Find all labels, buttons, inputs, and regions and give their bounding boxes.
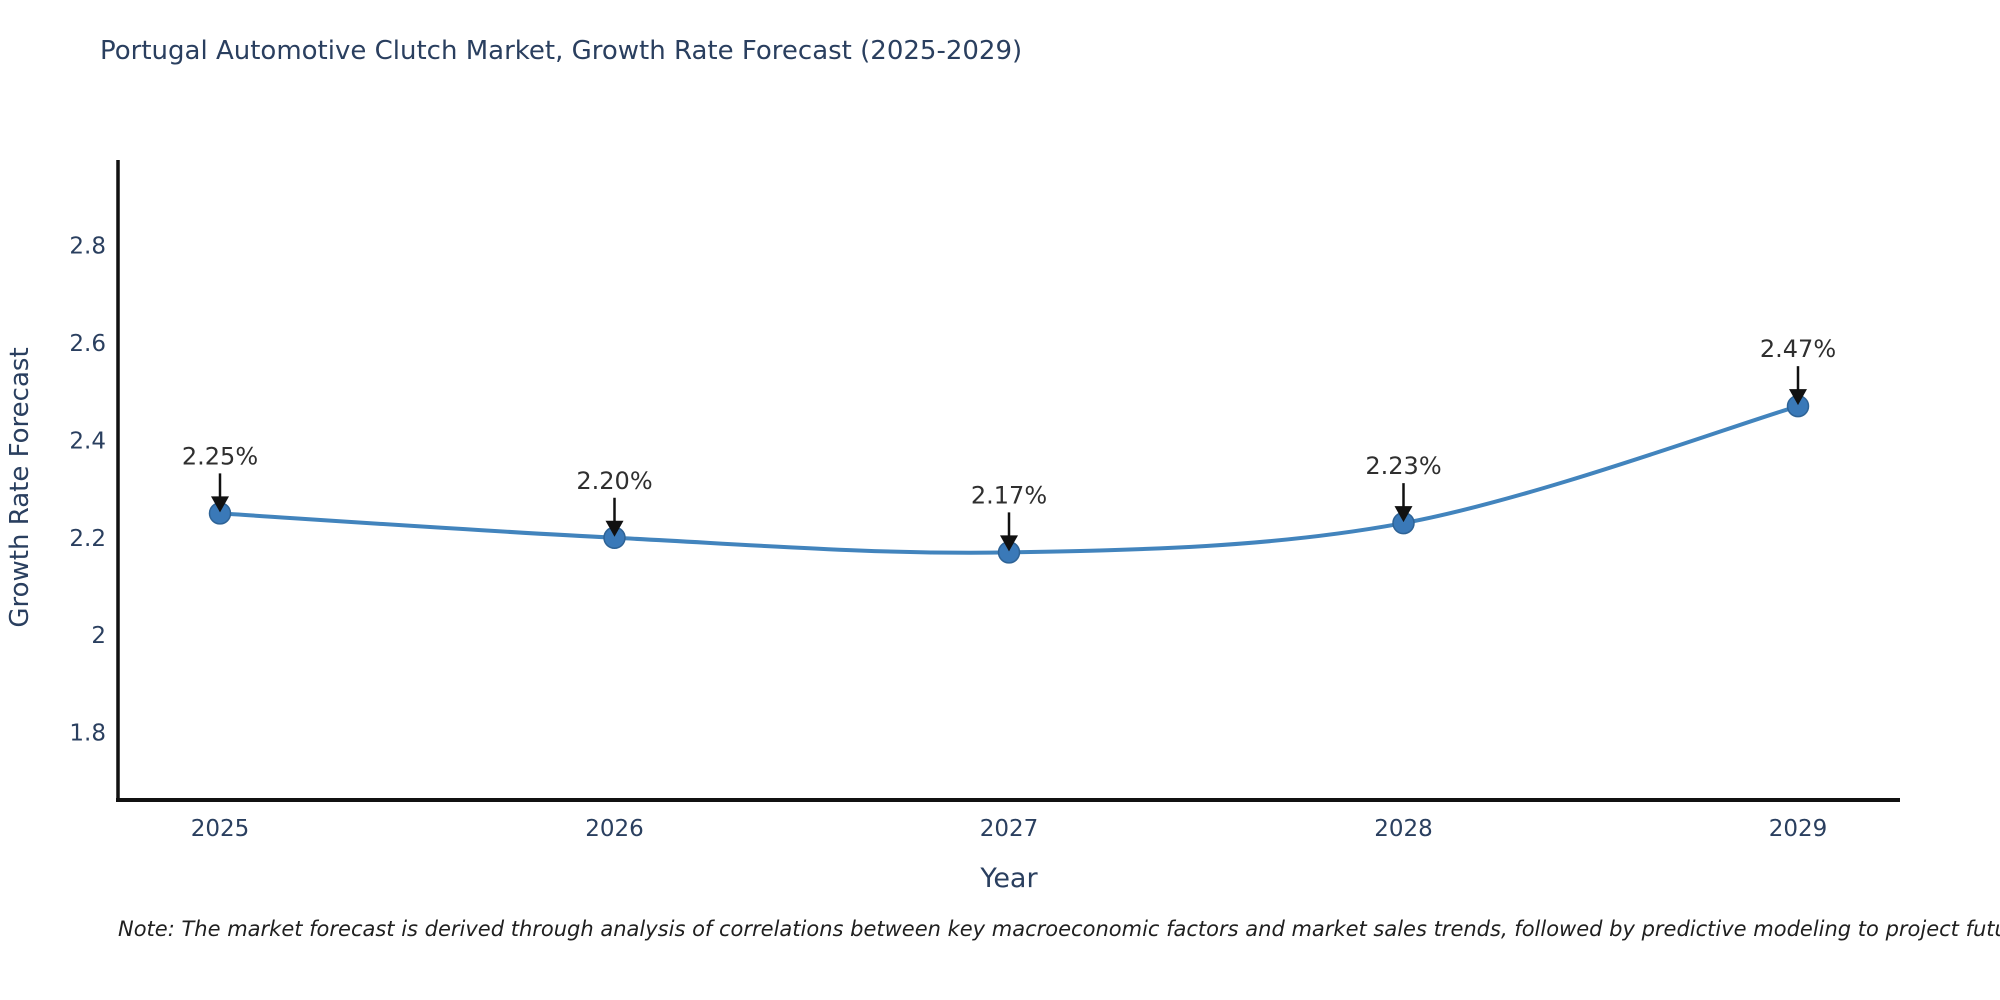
y-tick-label: 2.2	[69, 526, 106, 552]
annotation-label: 2.23%	[1365, 452, 1441, 480]
annotation-label: 2.17%	[971, 481, 1047, 509]
y-tick-label: 2.4	[69, 428, 106, 454]
y-tick-label: 2.6	[69, 331, 106, 357]
annotation-arrowhead	[1394, 506, 1413, 523]
annotation-label: 2.25%	[182, 442, 258, 470]
annotation-arrowhead	[211, 496, 229, 513]
x-tick-label: 2026	[585, 816, 644, 842]
y-tick-label: 2	[91, 623, 106, 649]
annotation-label: 2.20%	[576, 467, 652, 495]
chart-title: Portugal Automotive Clutch Market, Growt…	[100, 36, 1023, 66]
annotation-label: 2.47%	[1760, 335, 1836, 363]
y-tick-label: 2.8	[69, 233, 106, 259]
x-tick-label: 2029	[1769, 816, 1828, 842]
y-axis-title: Growth Rate Forecast	[5, 347, 35, 627]
y-tick-label: 1.8	[69, 721, 106, 747]
x-tick-label: 2027	[980, 816, 1039, 842]
chart-footnote: Note: The market forecast is derived thr…	[118, 917, 2000, 941]
annotation-arrowhead	[1789, 389, 1807, 406]
x-axis-title: Year	[979, 863, 1038, 894]
x-tick-label: 2025	[191, 816, 250, 842]
annotation-arrowhead	[605, 520, 624, 537]
annotation-arrowhead	[1000, 535, 1018, 552]
x-tick-label: 2028	[1374, 816, 1433, 842]
